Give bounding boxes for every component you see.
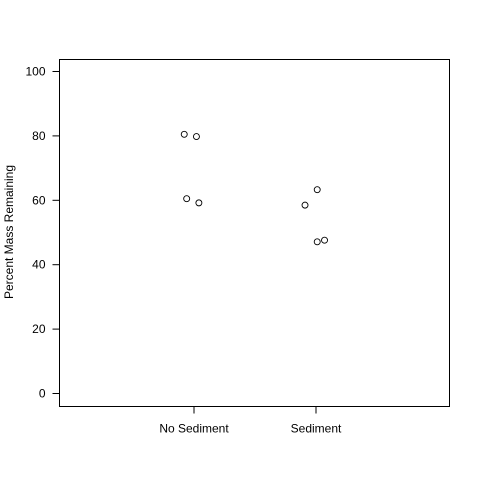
plot-frame	[59, 59, 450, 407]
data-point	[183, 195, 191, 203]
data-point	[321, 236, 328, 244]
data-point	[313, 238, 321, 246]
y-tick-label: 60	[32, 193, 46, 207]
y-axis: 0 20 40 60 80 100	[25, 65, 60, 401]
y-tick-label: 40	[32, 258, 46, 272]
y-tick-label: 0	[39, 387, 46, 401]
data-point	[301, 201, 309, 209]
y-tick-label: 80	[32, 129, 46, 143]
y-tick-label: 20	[32, 322, 46, 336]
data-point	[195, 199, 203, 207]
data-point	[313, 186, 321, 194]
x-tick-label: Sediment	[291, 422, 342, 436]
x-axis: No Sediment Sediment	[159, 406, 342, 436]
data-point	[192, 133, 200, 140]
y-tick-label: 100	[25, 65, 45, 79]
x-tick-label: No Sediment	[159, 422, 229, 436]
data-point	[180, 130, 188, 138]
y-axis-label: Percent Mass Remaining	[2, 165, 16, 299]
data-points	[180, 130, 328, 246]
